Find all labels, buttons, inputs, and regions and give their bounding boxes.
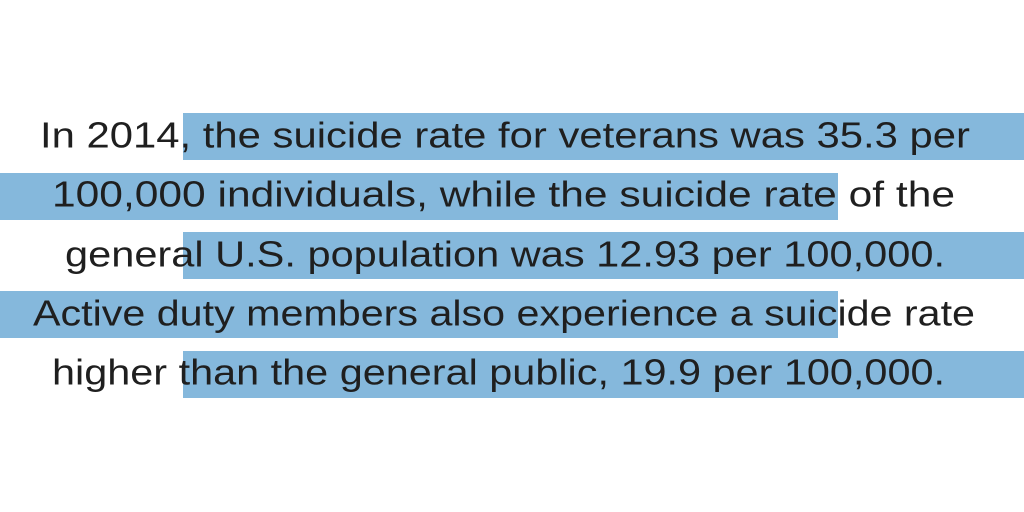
text-line: general U.S. population was 12.93 per 10… xyxy=(65,234,945,275)
highlight-bar xyxy=(0,173,838,220)
text-line: In 2014, the suicide rate for veterans w… xyxy=(40,115,970,156)
text-line: 100,000 individuals, while the suicide r… xyxy=(52,174,955,215)
highlight-bar xyxy=(183,232,1024,279)
text-line: higher than the general public, 19.9 per… xyxy=(52,352,945,393)
highlight-bar xyxy=(183,113,1024,160)
text-line: Active duty members also experience a su… xyxy=(33,293,975,334)
highlight-bar xyxy=(183,351,1024,398)
highlight-bar xyxy=(0,291,838,338)
